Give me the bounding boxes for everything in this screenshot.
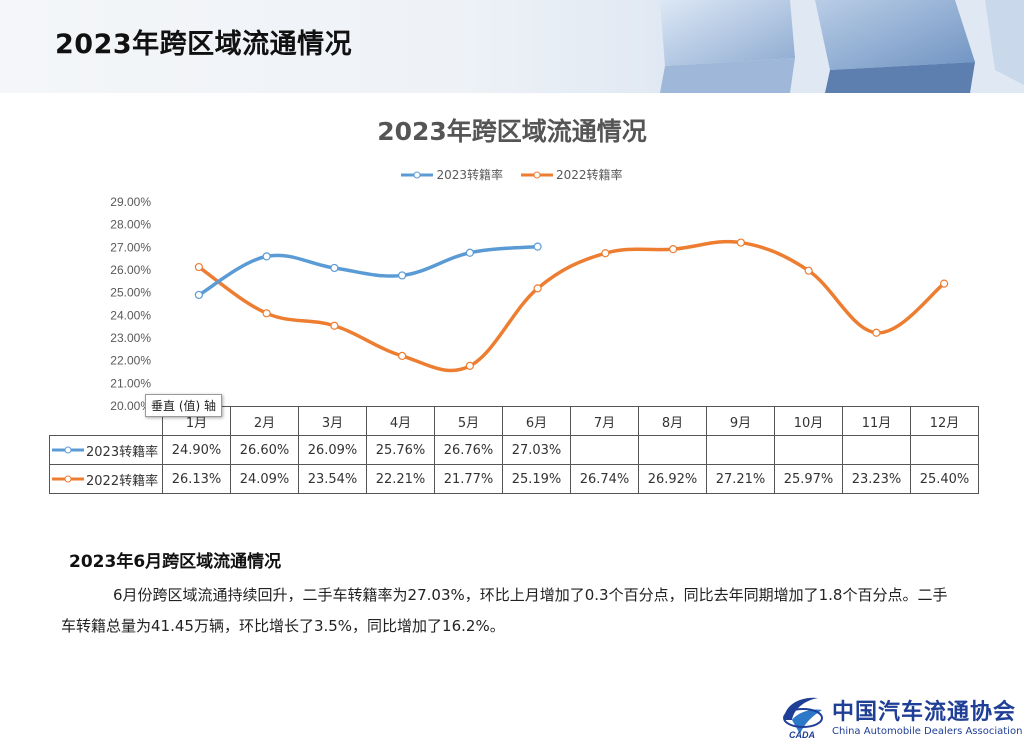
section-paragraph: 6月份跨区域流通持续回升，二手车转籍率为27.03%，环比上月增加了0.3个百分… bbox=[61, 586, 948, 635]
table-cell: 27.03% bbox=[502, 435, 571, 465]
data-point-2022 bbox=[465, 361, 474, 370]
y-tick-label: 28.00% bbox=[110, 218, 151, 232]
table-cell bbox=[842, 435, 911, 465]
table-cell: 26.09% bbox=[298, 435, 367, 465]
section-title: 2023年6月跨区域流通情况 bbox=[69, 552, 282, 572]
table-cell: 24.90% bbox=[162, 435, 231, 465]
data-point-2022 bbox=[669, 245, 678, 254]
row-label-text: 2023转籍率 bbox=[86, 444, 159, 460]
logo-text: 中国汽车流通协会 China Automobile Dealers Associ… bbox=[832, 694, 1022, 737]
data-point-2022 bbox=[940, 279, 949, 288]
month-header: 5月 bbox=[434, 406, 503, 436]
table-cell: 26.60% bbox=[230, 435, 299, 465]
table-row: 2022转籍率 26.13% 24.09% 23.54% 22.21% 21.7… bbox=[49, 464, 979, 494]
table-cell: 23.23% bbox=[842, 464, 911, 494]
table-cell bbox=[638, 435, 707, 465]
month-header: 7月 bbox=[570, 406, 639, 436]
data-point-2022 bbox=[194, 262, 203, 272]
legend-label-2022: 2022转籍率 bbox=[556, 168, 623, 182]
y-tick-label: 21.00% bbox=[110, 376, 151, 390]
month-header: 11月 bbox=[842, 406, 911, 436]
month-header: 4月 bbox=[366, 406, 435, 436]
logo-name-cn: 中国汽车流通协会 bbox=[832, 698, 1017, 725]
table-cell: 26.13% bbox=[162, 464, 231, 494]
table-cell: 25.76% bbox=[366, 435, 435, 465]
table-cell: 25.97% bbox=[774, 464, 843, 494]
cada-logo: CADA 中国汽车流通协会 China Automobile Dealers A… bbox=[778, 690, 1022, 740]
y-tick-label: 26.00% bbox=[110, 263, 151, 277]
month-header: 6月 bbox=[502, 406, 571, 436]
chart-plot-area: 20.00%21.00%22.00%23.00%24.00%25.00%26.0… bbox=[110, 195, 949, 412]
row-label-2023: 2023转籍率 bbox=[49, 435, 163, 465]
row-label-2022: 2022转籍率 bbox=[49, 464, 163, 494]
legend-item-2022: 2022转籍率 bbox=[521, 166, 623, 183]
table-cell: 21.77% bbox=[434, 464, 503, 494]
data-point-2022 bbox=[330, 321, 339, 330]
header-decoration bbox=[655, 0, 1024, 93]
series-line-2022 bbox=[197, 239, 946, 373]
series-line-2023 bbox=[197, 244, 540, 297]
data-point-2022 bbox=[398, 351, 407, 361]
table-cell: 25.19% bbox=[502, 464, 571, 494]
data-point-2022 bbox=[533, 284, 542, 293]
data-point-2023 bbox=[465, 248, 474, 257]
table-cell: 26.76% bbox=[434, 435, 503, 465]
table-cell: 26.74% bbox=[570, 464, 639, 494]
table-cell: 26.92% bbox=[638, 464, 707, 494]
data-point-2022 bbox=[262, 309, 271, 318]
y-tick-label: 22.00% bbox=[110, 354, 151, 368]
cada-logo-mark: CADA bbox=[783, 697, 823, 740]
data-point-2022 bbox=[804, 266, 813, 275]
table-row: 2023转籍率 24.90% 26.60% 26.09% 25.76% 26.7… bbox=[49, 435, 979, 465]
logo-name-en: China Automobile Dealers Association bbox=[832, 725, 1023, 737]
data-point-2022 bbox=[601, 249, 610, 258]
month-header: 12月 bbox=[910, 406, 979, 436]
data-point-2023 bbox=[330, 263, 339, 273]
month-header: 10月 bbox=[774, 406, 843, 436]
month-header: 8月 bbox=[638, 406, 707, 436]
legend-label-2023: 2023转籍率 bbox=[436, 168, 503, 182]
table-header-row: 1月 2月 3月 4月 5月 6月 7月 8月 9月 10月 11月 12月 bbox=[49, 406, 979, 436]
table-cell: 23.54% bbox=[298, 464, 367, 494]
table-cell: 24.09% bbox=[230, 464, 299, 494]
table-cell: 27.21% bbox=[706, 464, 775, 494]
chart-title: 2023年跨区域流通情况 bbox=[377, 117, 647, 146]
y-tick-label: 27.00% bbox=[110, 240, 151, 254]
row-marker-2022 bbox=[52, 475, 84, 483]
data-point-2023 bbox=[533, 242, 542, 251]
legend-marker-2022 bbox=[521, 171, 553, 178]
data-point-2023 bbox=[398, 271, 407, 280]
data-point-2023 bbox=[194, 290, 203, 300]
month-header: 3月 bbox=[298, 406, 367, 436]
legend-marker-2023 bbox=[401, 171, 434, 178]
y-tick-label: 24.00% bbox=[110, 308, 151, 322]
axis-tooltip: 垂直 (值) 轴 bbox=[145, 394, 222, 417]
table-cell bbox=[910, 435, 979, 465]
chart-legend: 2023转籍率 2022转籍率 bbox=[0, 166, 1024, 183]
row-label-text: 2022转籍率 bbox=[86, 473, 159, 489]
row-marker-2023 bbox=[52, 446, 84, 454]
page-title: 2023年跨区域流通情况 bbox=[55, 29, 353, 60]
table-cell bbox=[774, 435, 843, 465]
month-header: 2月 bbox=[230, 406, 299, 436]
table-cell bbox=[570, 435, 639, 465]
data-point-2022 bbox=[736, 238, 745, 247]
table-cell bbox=[706, 435, 775, 465]
chart-data-table: 1月 2月 3月 4月 5月 6月 7月 8月 9月 10月 11月 12月 2… bbox=[49, 406, 979, 494]
logo-mark-text: CADA bbox=[789, 730, 815, 740]
data-point-2023 bbox=[262, 252, 271, 261]
y-tick-label: 29.00% bbox=[110, 195, 151, 209]
table-cell: 25.40% bbox=[910, 464, 979, 494]
legend-item-2023: 2023转籍率 bbox=[401, 166, 503, 183]
data-point-2022 bbox=[872, 328, 881, 337]
y-tick-label: 23.00% bbox=[110, 331, 151, 345]
table-cell: 22.21% bbox=[366, 464, 435, 494]
y-tick-label: 25.00% bbox=[110, 286, 151, 300]
month-header: 9月 bbox=[706, 406, 775, 436]
